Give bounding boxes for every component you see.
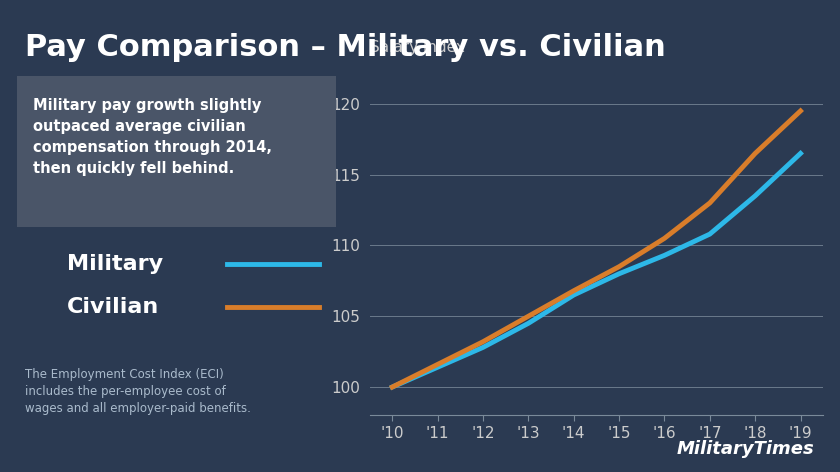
Text: Civilian: Civilian bbox=[67, 297, 160, 317]
Text: MilitaryTimes: MilitaryTimes bbox=[677, 440, 815, 458]
Text: The Employment Cost Index (ECI)
includes the per-employee cost of
wages and all : The Employment Cost Index (ECI) includes… bbox=[25, 368, 251, 415]
Text: Military pay growth slightly
outpaced average civilian
compensation through 2014: Military pay growth slightly outpaced av… bbox=[33, 98, 272, 176]
Text: Military: Military bbox=[67, 254, 163, 274]
Text: Pay Comparison – Military vs. Civilian: Pay Comparison – Military vs. Civilian bbox=[25, 33, 666, 62]
Text: Salary index: Salary index bbox=[370, 40, 465, 55]
